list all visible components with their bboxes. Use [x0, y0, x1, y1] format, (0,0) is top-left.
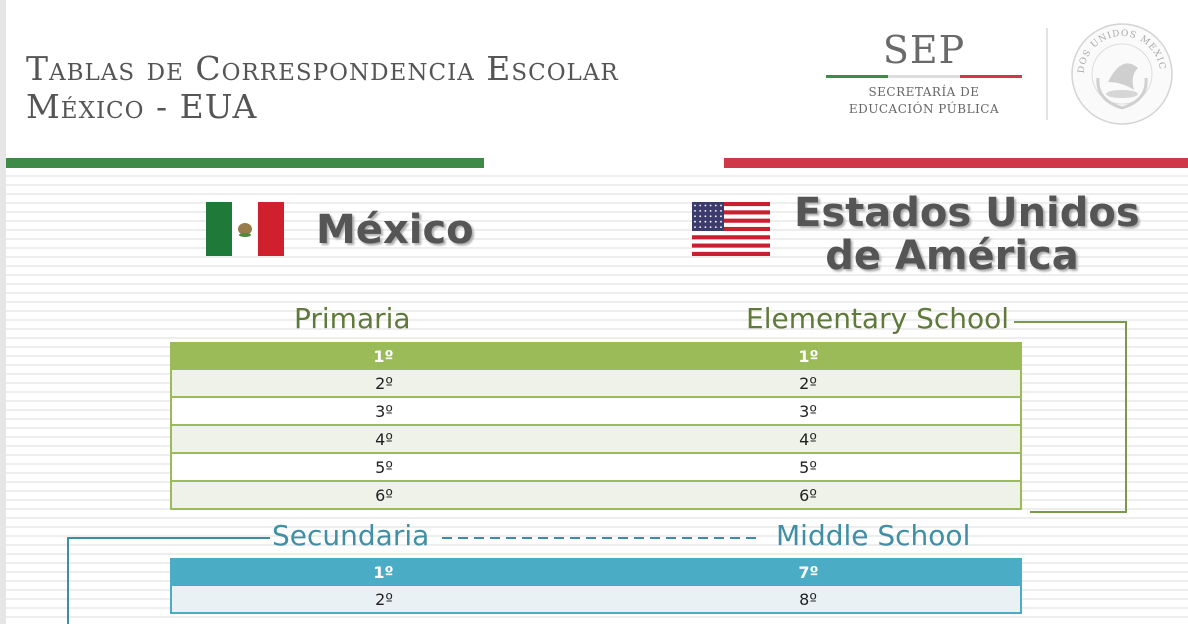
label-elementary-school: Elementary School	[746, 302, 1010, 335]
primary-table: 1º 1º 2º 2º 3º 3º 4º 4º 5º 5º 6º 6º	[170, 342, 1022, 510]
mexico-flag-red	[258, 202, 284, 256]
grade-mx: 3º	[375, 402, 393, 421]
label-primaria: Primaria	[294, 302, 411, 335]
mexico-flag-green	[206, 202, 232, 256]
document-title: Tablas de Correspondencia Escolar México…	[26, 50, 619, 126]
grade-mx: 5º	[375, 458, 393, 477]
table-row: 3º 3º	[170, 398, 1022, 426]
grade-us: 3º	[799, 402, 817, 421]
secondary-bracket	[67, 537, 270, 624]
secondary-header-mx: 1º	[373, 563, 394, 582]
grade-us: 4º	[799, 430, 817, 449]
secondary-table: 1º 7º 2º 8º	[170, 558, 1022, 614]
table-row: 2º 2º	[170, 370, 1022, 398]
grade-us: 2º	[799, 374, 817, 393]
table-row: 2º 8º	[170, 586, 1022, 614]
elementary-bracket	[1014, 321, 1127, 513]
sep-name-line2: EDUCACIÓN PÚBLICA	[848, 102, 1000, 116]
grade-mx: 2º	[375, 590, 393, 609]
mexico-flag-emblem-icon	[238, 223, 252, 237]
grade-mx: 6º	[375, 486, 393, 505]
table-row: 4º 4º	[170, 426, 1022, 454]
label-secundaria: Secundaria	[272, 519, 430, 552]
country-usa: Estados Unidos de América	[794, 190, 1140, 279]
table-row: 6º 6º	[170, 482, 1022, 510]
national-seal-icon: ESTADOS UNIDOS MEXICANOS	[1068, 20, 1173, 125]
usa-flag-icon	[692, 202, 770, 256]
left-edge-strip	[0, 0, 6, 624]
grade-mx: 4º	[375, 430, 393, 449]
sep-tricolor-rule	[826, 75, 1022, 78]
sep-rule-red	[960, 75, 1022, 78]
grade-us: 8º	[799, 590, 817, 609]
primary-header-row: 1º 1º	[170, 342, 1022, 370]
sep-rule-white	[888, 75, 960, 78]
primary-header-mx: 1º	[373, 347, 394, 366]
country-usa-line2: de América	[825, 233, 1079, 279]
document-title-line1: Tablas de Correspondencia Escolar	[26, 49, 619, 88]
grade-mx: 2º	[375, 374, 393, 393]
secondary-header-row: 1º 7º	[170, 558, 1022, 586]
red-band	[724, 158, 1188, 168]
mexico-flag-white	[232, 202, 258, 256]
sep-full-name: SECRETARÍA DE EDUCACIÓN PÚBLICA	[826, 84, 1022, 118]
document-title-line2: México - EUA	[26, 87, 258, 126]
sep-rule-green	[826, 75, 888, 78]
country-usa-line1: Estados Unidos	[794, 190, 1140, 236]
logo-divider	[1046, 28, 1048, 120]
secondary-dashed-link	[442, 537, 758, 539]
grade-us: 5º	[799, 458, 817, 477]
label-middle-school: Middle School	[776, 519, 971, 552]
grade-us: 6º	[799, 486, 817, 505]
green-band	[6, 158, 484, 168]
mexico-flag-icon	[206, 202, 284, 256]
sep-abbreviation: SEP	[882, 28, 966, 72]
country-mexico: México	[316, 207, 474, 253]
primary-header-us: 1º	[798, 347, 819, 366]
table-row: 5º 5º	[170, 454, 1022, 482]
secondary-header-us: 7º	[798, 563, 819, 582]
sep-name-line1: SECRETARÍA DE	[868, 85, 980, 99]
sep-logo: SEP SECRETARÍA DE EDUCACIÓN PÚBLICA	[826, 30, 1022, 120]
